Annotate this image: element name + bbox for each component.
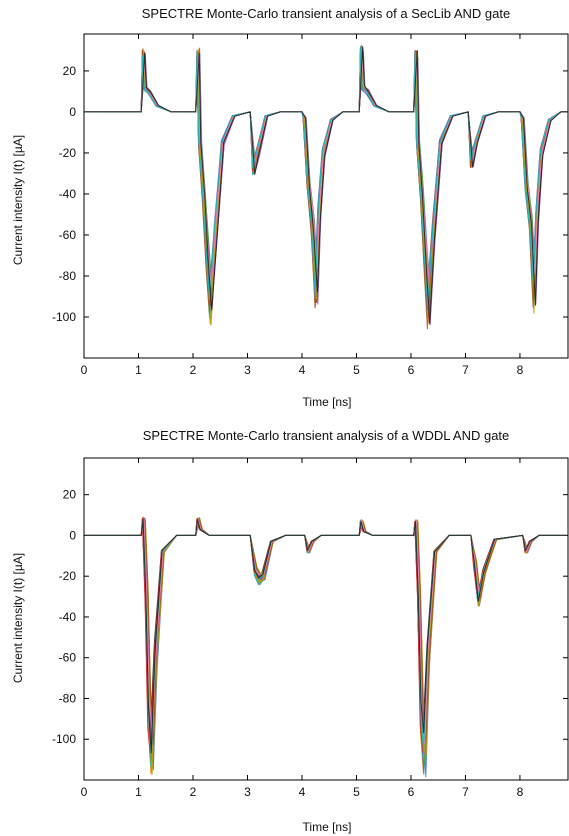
series-line: [85, 52, 567, 310]
y-tick-label: -100: [52, 310, 76, 324]
seclib-chart-svg: SPECTRE Monte-Carlo transient analysis o…: [11, 6, 569, 409]
x-tick-label: 5: [353, 363, 360, 377]
series-line: [85, 48, 567, 307]
x-tick-label: 3: [244, 785, 251, 799]
series-line: [85, 47, 567, 330]
series-line: [85, 49, 567, 310]
series-line: [85, 48, 567, 312]
series-line: [85, 45, 567, 325]
y-tick-label: -80: [59, 691, 77, 705]
series-line: [85, 49, 567, 310]
plot-area: 0 1 2 3 4 5 6 7 8 20 0 -20 -40 -60 -80 -100: [52, 33, 569, 377]
series-line: [85, 55, 567, 302]
series-line: [85, 49, 567, 317]
series-line: [85, 57, 567, 301]
series-line: [85, 52, 567, 307]
plot-frame: [83, 457, 569, 781]
series-line: [85, 46, 567, 325]
series-line: [85, 47, 567, 326]
x-tick-label: 2: [190, 785, 197, 799]
y-tick-label: 20: [63, 488, 77, 502]
series-line: [85, 47, 567, 307]
series-line: [85, 50, 567, 316]
plot-area: 0 1 2 3 4 5 6 7 8 20 0 -20 -40 -60 -80 -100: [52, 457, 569, 799]
series-line: [85, 51, 567, 296]
x-tick-label: 0: [81, 785, 88, 799]
y-tick-label: -80: [59, 269, 77, 283]
monte-carlo-traces: [85, 45, 567, 330]
series-line: [85, 52, 567, 297]
y-tick-label: -60: [59, 651, 77, 665]
x-axis-label: Time [ns]: [303, 395, 352, 409]
plot-frame: [83, 33, 569, 359]
x-tick-label: 1: [135, 363, 142, 377]
x-tick-label: 8: [517, 785, 524, 799]
x-tick-label: 0: [81, 363, 88, 377]
y-axis-label: Current intensity I(t) [µA]: [11, 553, 25, 683]
seclib-chart-panel: SPECTRE Monte-Carlo transient analysis o…: [11, 6, 569, 409]
series-line: [85, 45, 567, 320]
series-line: [85, 49, 567, 305]
wddl-chart-panel: SPECTRE Monte-Carlo transient analysis o…: [0, 418, 569, 836]
x-tick-label: 8: [517, 363, 524, 377]
y-tick-label: -20: [59, 146, 77, 160]
x-tick-label: 3: [244, 363, 251, 377]
series-line: [85, 57, 567, 299]
series-line: [85, 51, 567, 305]
series-line: [85, 53, 567, 302]
series-line: [85, 51, 567, 307]
y-tick-label: 0: [69, 528, 76, 542]
chart-title: SPECTRE Monte-Carlo transient analysis o…: [143, 428, 510, 443]
series-line: [85, 55, 567, 297]
series-line: [85, 56, 567, 288]
x-tick-label: 6: [408, 785, 415, 799]
y-tick-label: -100: [52, 732, 76, 746]
chart-title: SPECTRE Monte-Carlo transient analysis o…: [142, 6, 511, 21]
x-tick-label: 7: [462, 363, 469, 377]
series-line: [85, 51, 567, 291]
x-tick-label: 4: [299, 363, 306, 377]
y-tick-label: -40: [59, 187, 77, 201]
series-line: [85, 49, 567, 300]
wddl-chart-svg: SPECTRE Monte-Carlo transient analysis o…: [11, 428, 569, 834]
y-tick-label: -60: [59, 228, 77, 242]
series-line: [85, 52, 567, 293]
y-axis-label: Current intensity I(t) [µA]: [11, 135, 25, 265]
series-line: [85, 51, 567, 314]
x-tick-label: 2: [190, 363, 197, 377]
series-line: [85, 518, 567, 754]
series-line: [85, 49, 567, 313]
x-tick-label: 1: [135, 785, 142, 799]
y-tick-label: 0: [69, 105, 76, 119]
x-tick-label: 7: [462, 785, 469, 799]
series-line: [85, 54, 567, 311]
x-tick-label: 5: [353, 785, 360, 799]
series-line: [85, 55, 567, 297]
series-line: [85, 50, 567, 300]
x-tick-label: 6: [408, 363, 415, 377]
y-tick-label: -20: [59, 569, 77, 583]
x-axis-label: Time [ns]: [303, 820, 352, 834]
series-line: [85, 55, 567, 298]
series-line: [85, 47, 567, 326]
y-tick-label: 20: [63, 64, 77, 78]
series-line: [85, 50, 567, 309]
y-tick-label: -40: [59, 610, 77, 624]
series-line: [85, 51, 567, 314]
series-line: [85, 55, 567, 293]
x-tick-label: 4: [299, 785, 306, 799]
monte-carlo-traces: [85, 516, 567, 778]
series-line: [85, 45, 567, 314]
series-line: [85, 50, 567, 307]
